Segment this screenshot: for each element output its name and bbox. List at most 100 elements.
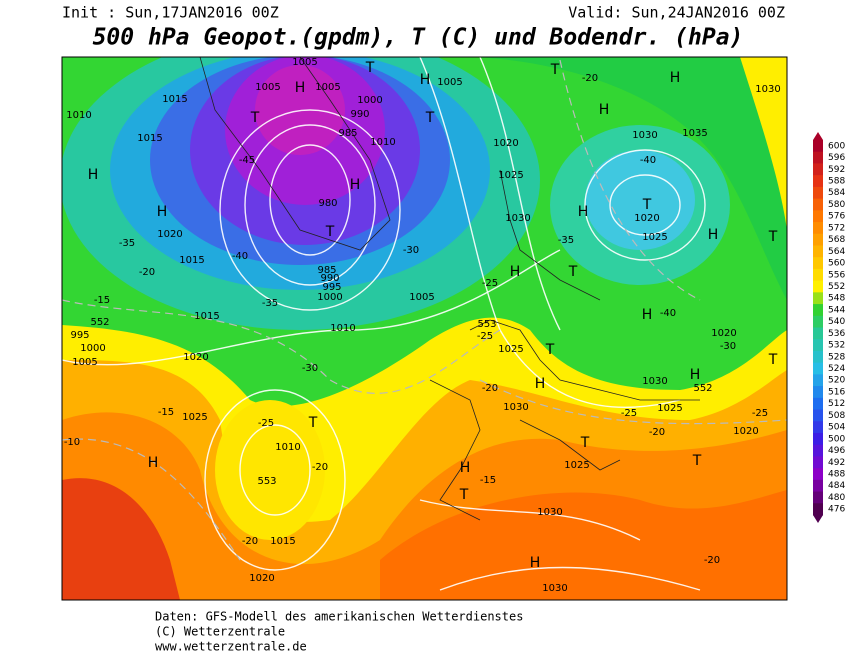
colorbar-cap [813, 515, 823, 523]
colorbar-label: 512 [828, 399, 845, 409]
contour-label: 552 [90, 317, 109, 328]
colorbar-label: 496 [828, 446, 845, 456]
colorbar-swatch [813, 362, 823, 375]
colorbar-label: 544 [828, 305, 845, 315]
contour-label: 990 [350, 109, 369, 120]
colorbar-swatch [813, 140, 823, 153]
pressure-center: T [365, 60, 375, 76]
contour-label: 985 [338, 128, 357, 139]
contour-label: -40 [640, 155, 656, 166]
contour-label: 990 [320, 273, 339, 284]
contour-label: 553 [257, 476, 276, 487]
colorbar-label: 580 [828, 200, 845, 210]
colorbar-label: 476 [828, 505, 845, 515]
colorbar-swatch [813, 163, 823, 176]
colorbar-swatch [813, 315, 823, 328]
contour-label: 1020 [711, 328, 736, 339]
contour-label: -35 [262, 298, 278, 309]
colorbar-label: 492 [828, 458, 845, 468]
pressure-center: T [580, 435, 590, 451]
pressure-center: T [642, 197, 652, 213]
contour-label: 1005 [292, 57, 317, 68]
contour-label: 1010 [330, 323, 355, 334]
contour-label: 1015 [179, 255, 204, 266]
footer-url: www.wetterzentrale.de [155, 640, 307, 654]
colorbar-label: 584 [828, 188, 845, 198]
colorbar-swatch [813, 491, 823, 504]
contour-label: -15 [158, 407, 174, 418]
pressure-center: H [460, 460, 471, 476]
colorbar-label: 552 [828, 282, 845, 292]
contour-label: 1025 [642, 232, 667, 243]
pressure-center: H [530, 555, 541, 571]
contour-label: 1010 [66, 110, 91, 121]
colorbar-label: 500 [828, 434, 845, 444]
contour-label: 1010 [370, 137, 395, 148]
colorbar-label: 572 [828, 223, 845, 233]
colorbar-label: 484 [828, 481, 845, 491]
colorbar-label: 480 [828, 493, 845, 503]
colorbar-swatch [813, 327, 823, 340]
contour-label: 1005 [315, 82, 340, 93]
colorbar-swatch [813, 222, 823, 235]
colorbar-label: 528 [828, 352, 845, 362]
colorbar-label: 560 [828, 259, 845, 269]
colorbar-label: 488 [828, 469, 845, 479]
pressure-center: H [88, 167, 99, 183]
pressure-center: T [550, 62, 560, 78]
contour-label: 1025 [498, 170, 523, 181]
pressure-center: H [642, 307, 653, 323]
pressure-center: H [420, 72, 431, 88]
contour-label: 1020 [493, 138, 518, 149]
colorbar-label: 556 [828, 270, 845, 280]
pressure-center: H [148, 455, 159, 471]
contour-label: -15 [94, 295, 110, 306]
pressure-center: T [768, 229, 778, 245]
colorbar-swatch [813, 350, 823, 364]
contour-label: 1025 [182, 412, 207, 423]
pressure-center: T [308, 415, 318, 431]
contour-label: 1020 [634, 213, 659, 224]
pressure-center: T [325, 224, 335, 240]
contour-label: -15 [480, 475, 496, 486]
colorbar-cap [813, 132, 823, 140]
contour-label: 1000 [80, 343, 105, 354]
contour-label: -30 [302, 363, 318, 374]
colorbar-swatch [813, 397, 823, 411]
contour-label: -20 [312, 462, 328, 473]
contour-label: 1020 [249, 573, 274, 584]
colorbar-swatch [813, 257, 823, 270]
contour-label: 985 [317, 265, 336, 276]
contour-label: 1005 [255, 82, 280, 93]
contour-label: 1020 [183, 352, 208, 363]
colorbar-swatch [813, 186, 823, 200]
colorbar-swatch [813, 479, 823, 493]
contour-label: -25 [482, 278, 498, 289]
contour-label: -20 [582, 73, 598, 84]
contour-label: -40 [232, 251, 248, 262]
colorbar-swatch [813, 409, 823, 422]
colorbar-label: 548 [828, 294, 845, 304]
colorbar-swatch [813, 151, 823, 164]
colorbar-label: 564 [828, 247, 845, 257]
init-time: Init : Sun,17JAN2016 00Z [62, 4, 279, 22]
colorbar: 6005965925885845805765725685645605565525… [813, 132, 845, 523]
contour-label: -25 [752, 408, 768, 419]
contour-label: -45 [239, 155, 255, 166]
colorbar-swatch [813, 386, 823, 399]
colorbar-swatch [813, 198, 823, 211]
colorbar-label: 524 [828, 364, 845, 374]
pressure-center: H [578, 204, 589, 220]
colorbar-label: 588 [828, 177, 845, 187]
pressure-center: T [545, 342, 555, 358]
contour-label: 1015 [270, 536, 295, 547]
colorbar-swatch [813, 175, 823, 188]
pressure-center: T [692, 453, 702, 469]
pressure-center: T [768, 352, 778, 368]
contour-label: 1015 [137, 133, 162, 144]
contour-label: -30 [403, 245, 419, 256]
colorbar-label: 532 [828, 341, 845, 351]
contour-label: -10 [64, 437, 80, 448]
pressure-center: H [295, 80, 306, 96]
